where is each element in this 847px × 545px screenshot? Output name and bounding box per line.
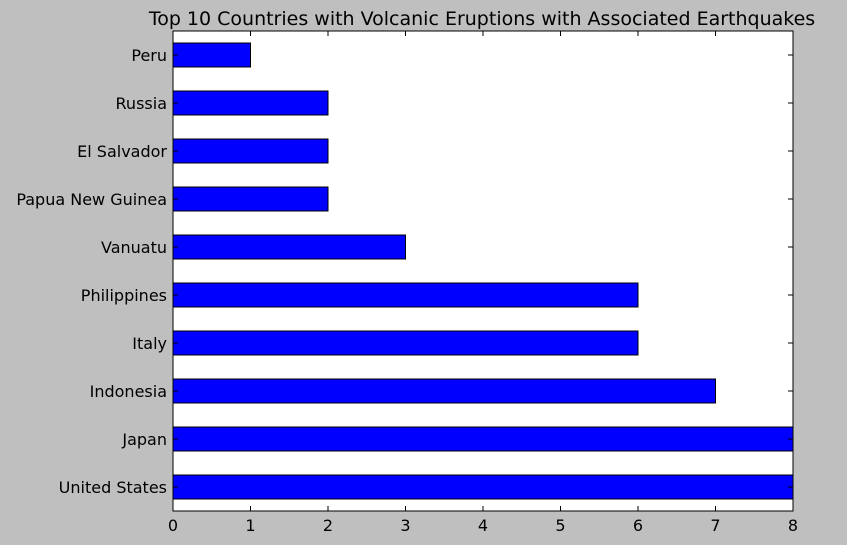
x-tick-label: 6 (633, 516, 643, 535)
bar-vanuatu (172, 234, 406, 260)
x-tick-label: 8 (788, 516, 798, 535)
y-axis: Peru Russia El Salvador Papua New Guinea Van… (16, 46, 793, 497)
x-tick-label: 5 (555, 516, 565, 535)
y-tick-label: El Salvador (77, 142, 167, 161)
bar-philippines (172, 282, 639, 308)
x-tick-label: 2 (323, 516, 333, 535)
y-tick-label: Vanuatu (101, 238, 167, 257)
bar-russia (172, 90, 329, 116)
y-tick-label: Papua New Guinea (16, 190, 167, 209)
bars-group (172, 42, 794, 500)
y-tick-label: Italy (132, 334, 167, 353)
bar-peru (172, 42, 251, 68)
y-tick-label: Philippines (81, 286, 167, 305)
x-tick-label: 0 (168, 516, 178, 535)
y-tick-label: Peru (131, 46, 167, 65)
bar-papua-new-guinea (172, 186, 329, 212)
bar-indonesia (172, 378, 716, 404)
plot-frame (172, 30, 794, 512)
y-tick-label: Japan (121, 430, 167, 449)
y-tick-label: Indonesia (90, 382, 167, 401)
y-tick-label: Russia (116, 94, 167, 113)
bar-el-salvador (172, 138, 329, 164)
bar-italy (172, 330, 639, 356)
y-tick-label: United States (59, 478, 167, 497)
x-tick-label: 3 (400, 516, 410, 535)
x-axis: 0 1 2 3 4 5 6 7 8 (168, 31, 798, 535)
bar-united-states (172, 474, 794, 500)
x-tick-label: 1 (245, 516, 255, 535)
x-tick-label: 7 (710, 516, 720, 535)
chart-title: Top 10 Countries with Volcanic Eruptions… (148, 8, 815, 30)
bar-japan (172, 426, 794, 452)
x-tick-label: 4 (478, 516, 488, 535)
